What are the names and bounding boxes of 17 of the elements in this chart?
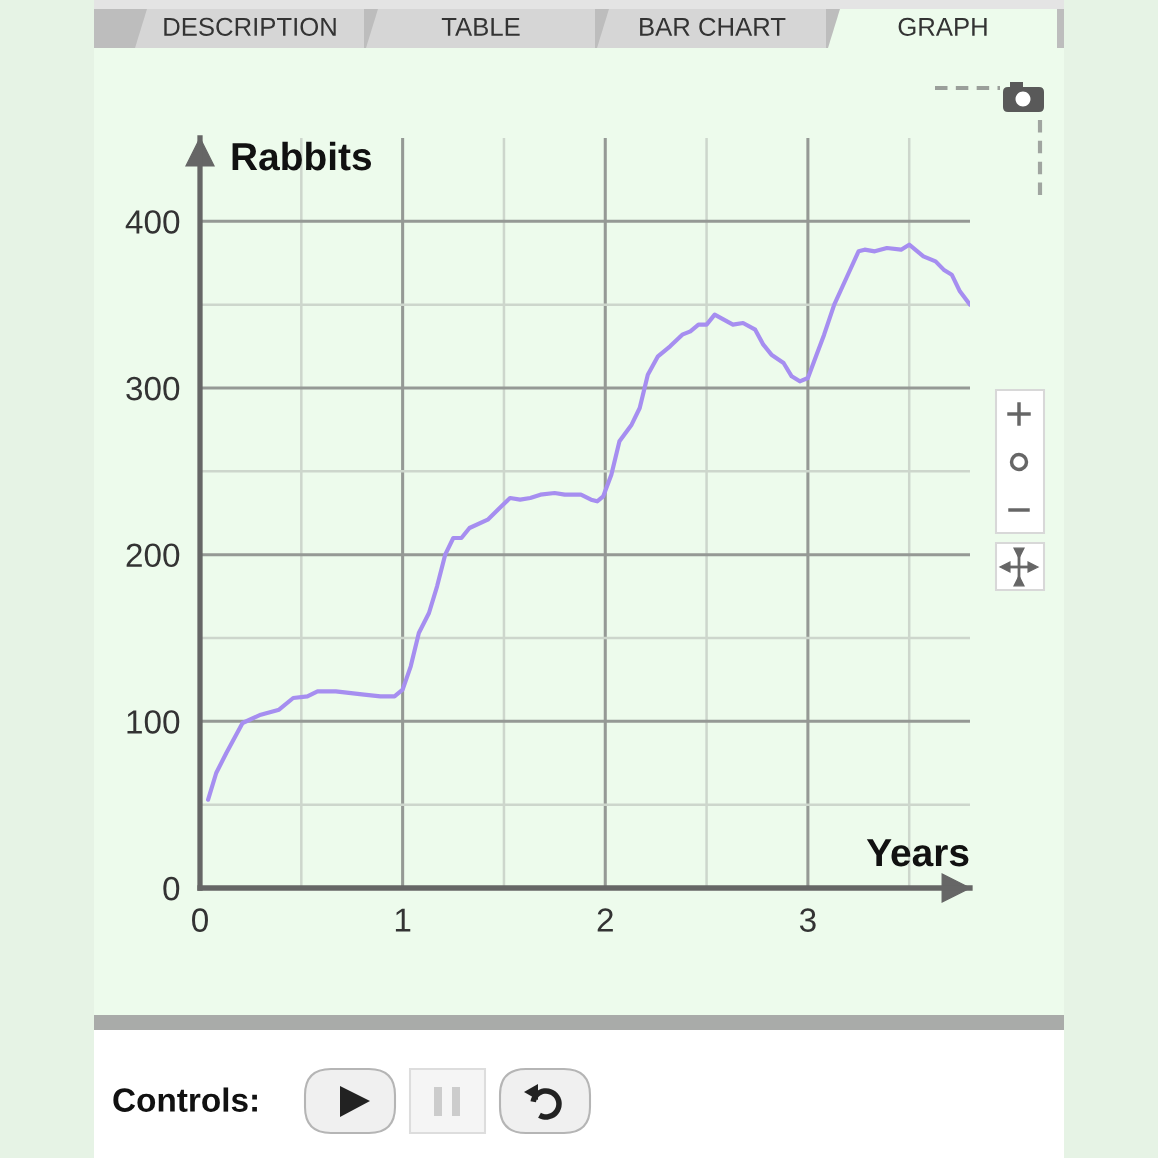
text: TABLE [441,17,520,36]
text: BAR CHART [640,17,786,36]
text: GRAPH [898,17,987,36]
y-tick-label: 300 [126,376,180,401]
text: DESCRIPTION [164,17,336,36]
x-tick-label: 0 [192,908,208,932]
x-tick-label: 1 [395,908,411,932]
y-tick-label: 400 [125,210,180,234]
y-tick-label: 100 [127,710,180,734]
line-series [206,242,970,802]
x-axis-title: Years [866,839,969,867]
y-tick-label: 200 [126,543,180,568]
y-axis-title: Rabbits [232,141,372,171]
y-tick-label: 0 [163,876,180,901]
x-tick-label: 3 [799,908,816,932]
x-tick-label: 2 [597,908,613,932]
text: Controls: [113,1087,257,1112]
